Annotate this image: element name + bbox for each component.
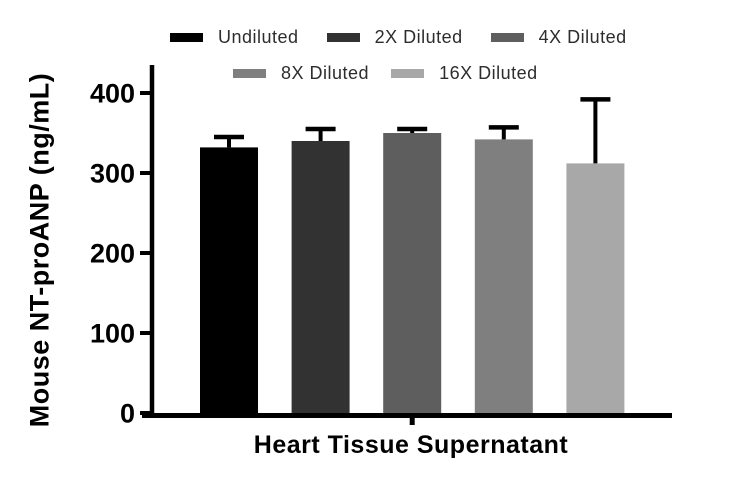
legend-item-2x-diluted: 2X Diluted: [326, 26, 463, 48]
legend-swatch-4x-diluted: [490, 32, 524, 42]
legend-label-8x-diluted: 8X Diluted: [281, 62, 370, 83]
legend-label-4x-diluted: 4X Diluted: [538, 26, 627, 47]
legend-label-16x-diluted: 16X Diluted: [439, 62, 538, 83]
legend-label-2x-diluted: 2X Diluted: [374, 26, 463, 47]
y-tick-label-400: 400: [90, 79, 135, 109]
bar-2x-diluted: [291, 141, 350, 413]
bar-undiluted: [200, 147, 258, 413]
y-tick-label-300: 300: [90, 159, 135, 189]
legend-item-4x-diluted: 4X Diluted: [490, 26, 627, 48]
legend-swatch-8x-diluted: [233, 68, 266, 78]
y-tick-label-200: 200: [90, 239, 135, 269]
legend-row-2: 8X Diluted 16X Diluted: [233, 62, 538, 84]
x-category-label: Heart Tissue Supernatant: [253, 431, 569, 459]
legend-row-1: Undiluted 2X Diluted 4X Diluted: [170, 26, 627, 48]
legend-swatch-undiluted: [170, 32, 203, 42]
bar-16x-diluted: [566, 163, 625, 413]
y-tick-label-0: 0: [120, 399, 135, 429]
legend-item-8x-diluted: 8X Diluted: [233, 63, 369, 84]
legend-swatch-2x-diluted: [326, 32, 360, 42]
legend-swatch-16x-diluted: [391, 68, 425, 78]
legend-item-undiluted: Undiluted: [170, 27, 299, 48]
y-tick-label-100: 100: [90, 319, 135, 349]
bar-4x-diluted: [383, 133, 442, 413]
bar-8x-diluted: [474, 139, 533, 413]
legend-item-16x-diluted: 16X Diluted: [391, 63, 538, 84]
legend-label-undiluted: Undiluted: [218, 26, 299, 47]
